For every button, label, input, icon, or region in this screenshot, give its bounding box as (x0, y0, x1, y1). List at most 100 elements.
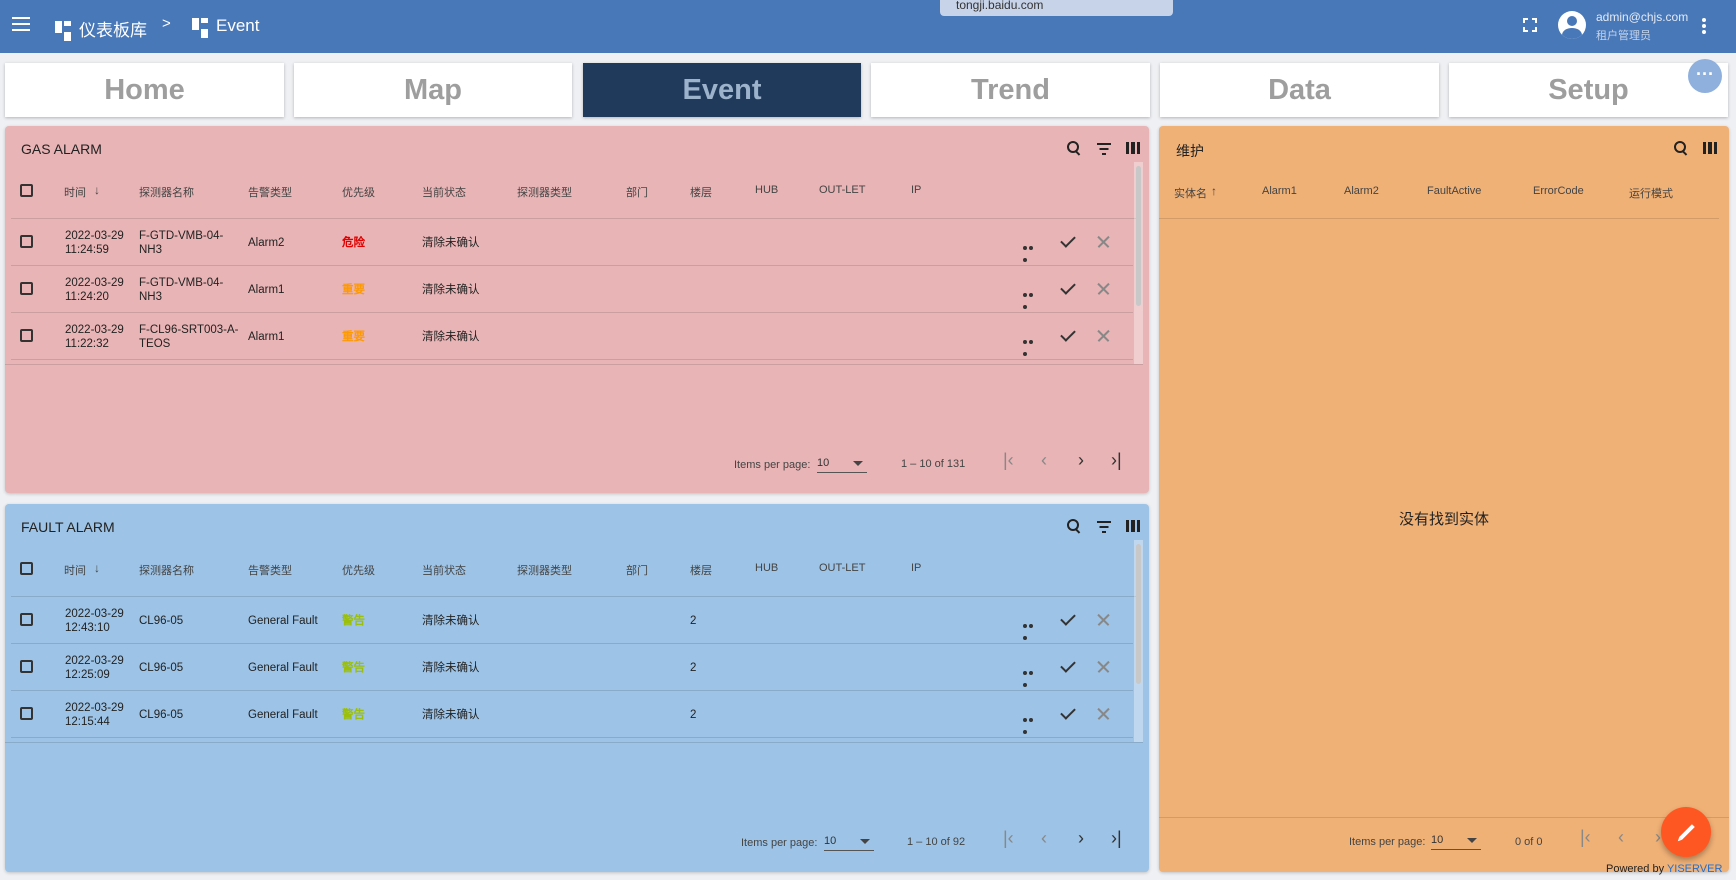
col-department[interactable]: 部门 (626, 187, 648, 199)
columns-icon[interactable] (1703, 142, 1717, 154)
first-page-icon[interactable]: |‹ (1580, 827, 1591, 847)
col-floor[interactable]: 楼层 (690, 565, 712, 577)
scrollbar[interactable] (1136, 544, 1141, 684)
col-detector-name[interactable]: 探测器名称 (139, 565, 194, 577)
check-icon[interactable] (1060, 657, 1076, 673)
nav-home-button[interactable]: Home (5, 63, 284, 117)
col-hub[interactable]: HUB (755, 562, 779, 574)
nav-map-button[interactable]: Map (294, 63, 572, 117)
fullscreen-icon[interactable] (1523, 18, 1537, 32)
row-checkbox[interactable] (20, 707, 33, 720)
search-icon[interactable] (1066, 518, 1082, 534)
select-all-checkbox[interactable] (20, 184, 33, 197)
col-run-mode[interactable]: 运行模式 (1629, 188, 1673, 200)
check-icon[interactable] (1060, 279, 1076, 295)
nav-setup-button[interactable]: Setup (1449, 63, 1728, 117)
prev-page-icon[interactable]: ‹ (1041, 828, 1047, 848)
columns-icon[interactable] (1126, 520, 1140, 532)
next-page-icon[interactable]: › (1078, 450, 1084, 470)
row-checkbox[interactable] (20, 329, 33, 342)
row-checkbox[interactable] (20, 613, 33, 626)
search-icon[interactable] (1066, 140, 1082, 156)
col-alarm-type[interactable]: 告警类型 (248, 187, 292, 199)
col-entity-name[interactable]: 实体名 (1174, 188, 1207, 200)
prev-page-icon[interactable]: ‹ (1618, 827, 1624, 847)
more-horiz-icon[interactable] (1023, 335, 1039, 356)
table-row[interactable]: 2022-03-29 11:24:20 F-GTD-VMB-04- NH3 Alarm1… (5, 266, 1133, 313)
brand-link[interactable]: YISERVER (1666, 863, 1723, 875)
more-horiz-icon[interactable] (1023, 713, 1039, 734)
more-horiz-icon[interactable] (1023, 666, 1039, 687)
menu-icon[interactable] (12, 17, 30, 31)
nav-data-button[interactable]: Data (1160, 63, 1439, 117)
first-page-icon[interactable]: |‹ (1003, 450, 1014, 470)
first-page-icon[interactable]: |‹ (1003, 828, 1014, 848)
powered-by: Powered by YISERVER (1606, 863, 1722, 875)
row-checkbox[interactable] (20, 235, 33, 248)
next-page-icon[interactable]: › (1078, 828, 1084, 848)
nav-trend-button[interactable]: Trend (871, 63, 1150, 117)
col-alarm1[interactable]: Alarm1 (1262, 185, 1297, 197)
last-page-icon[interactable]: ›| (1111, 828, 1122, 848)
col-fault-active[interactable]: FaultActive (1427, 185, 1482, 197)
prev-page-icon[interactable]: ‹ (1041, 450, 1047, 470)
col-outlet[interactable]: OUT-LET (819, 562, 866, 574)
col-alarm-type[interactable]: 告警类型 (248, 565, 292, 577)
col-status[interactable]: 当前状态 (422, 187, 466, 199)
table-row[interactable]: 2022-03-29 11:22:32 F-CL96-SRT003-A- TEOS Al… (5, 313, 1133, 360)
more-horiz-icon[interactable] (1023, 241, 1039, 262)
breadcrumb-dashboards[interactable]: 仪表板库 (55, 16, 147, 41)
row-checkbox[interactable] (20, 660, 33, 673)
col-department[interactable]: 部门 (626, 565, 648, 577)
close-icon[interactable] (1096, 707, 1110, 721)
close-icon[interactable] (1096, 613, 1110, 627)
close-icon[interactable] (1096, 329, 1110, 343)
col-floor[interactable]: 楼层 (690, 187, 712, 199)
close-icon[interactable] (1096, 282, 1110, 296)
page-size-select[interactable]: 10 (817, 455, 867, 473)
col-hub[interactable]: HUB (755, 184, 779, 196)
table-row[interactable]: 2022-03-29 11:24:59 F-GTD-VMB-04- NH3 Alarm2… (5, 219, 1133, 266)
col-outlet[interactable]: OUT-LET (819, 184, 866, 196)
edit-fab-button[interactable] (1661, 807, 1711, 857)
select-all-checkbox[interactable] (20, 562, 33, 575)
check-icon[interactable] (1060, 610, 1076, 626)
row-checkbox[interactable] (20, 282, 33, 295)
scrollbar[interactable] (1136, 166, 1141, 306)
check-icon[interactable] (1060, 232, 1076, 248)
col-status[interactable]: 当前状态 (422, 565, 466, 577)
nav-event-button[interactable]: Event (583, 63, 861, 117)
table-row[interactable]: 2022-03-29 12:15:44 CL96-05 General Fault 警告… (5, 691, 1133, 738)
check-icon[interactable] (1060, 704, 1076, 720)
col-priority[interactable]: 优先级 (342, 565, 375, 577)
more-horiz-icon[interactable] (1023, 619, 1039, 640)
search-icon[interactable] (1673, 140, 1689, 156)
columns-icon[interactable] (1126, 142, 1140, 154)
table-row[interactable]: 2022-03-29 12:25:09 CL96-05 General Fault 警告… (5, 644, 1133, 691)
col-detector-type[interactable]: 探测器类型 (517, 187, 572, 199)
speed-dial-button[interactable]: ··· (1688, 59, 1722, 93)
col-time[interactable]: 时间 (64, 565, 86, 577)
col-detector-name[interactable]: 探测器名称 (139, 187, 194, 199)
table-row[interactable]: 2022-03-29 12:43:10 CL96-05 General Fault 警告… (5, 597, 1133, 644)
col-ip[interactable]: IP (911, 184, 922, 196)
col-error-code[interactable]: ErrorCode (1533, 185, 1584, 197)
next-page-icon[interactable]: › (1655, 827, 1661, 847)
more-vert-icon[interactable] (1702, 18, 1706, 36)
filter-icon[interactable] (1096, 518, 1112, 534)
col-ip[interactable]: IP (911, 562, 922, 574)
close-icon[interactable] (1096, 235, 1110, 249)
page-size-select[interactable]: 10 (1431, 832, 1481, 850)
col-alarm2[interactable]: Alarm2 (1344, 185, 1379, 197)
close-icon[interactable] (1096, 660, 1110, 674)
check-icon[interactable] (1060, 326, 1076, 342)
page-size-select[interactable]: 10 (824, 833, 874, 851)
filter-icon[interactable] (1096, 140, 1112, 156)
more-horiz-icon[interactable] (1023, 288, 1039, 309)
col-priority[interactable]: 优先级 (342, 187, 375, 199)
account-icon[interactable] (1558, 11, 1586, 39)
last-page-icon[interactable]: ›| (1111, 450, 1122, 470)
col-time[interactable]: 时间 (64, 187, 86, 199)
breadcrumb-event[interactable]: Event (192, 16, 259, 38)
col-detector-type[interactable]: 探测器类型 (517, 565, 572, 577)
